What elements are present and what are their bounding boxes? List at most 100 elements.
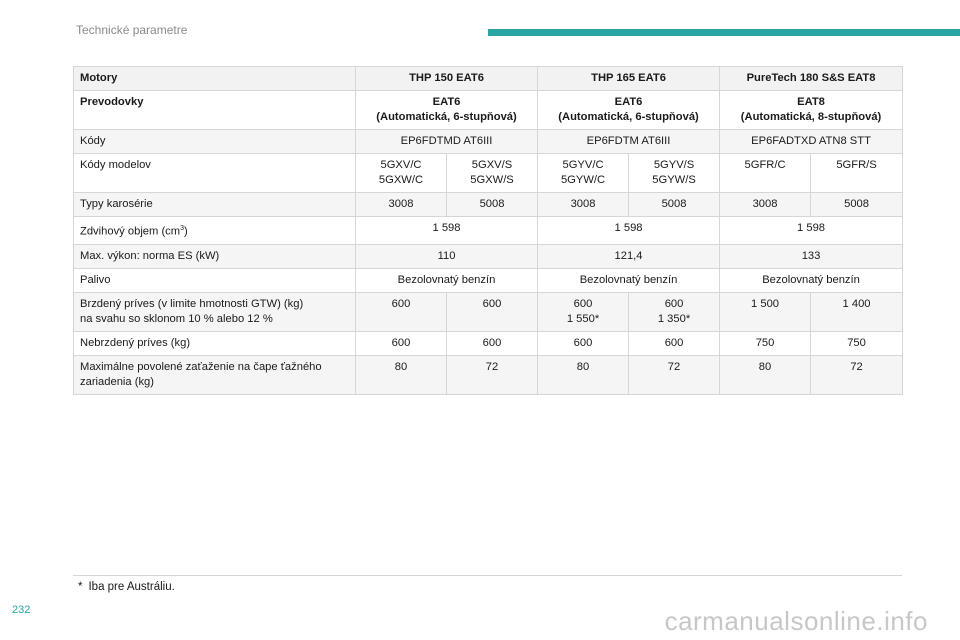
row-max-zatazenie: Maximálne povolené zaťaženie na čape ťaž… bbox=[73, 354, 904, 395]
row-label-line: Brzdený príves (v limite hmotnosti GTW) … bbox=[80, 297, 304, 310]
unbraked-trailer-2: 600 bbox=[445, 330, 539, 356]
braked-trailer-2: 600 bbox=[445, 291, 539, 332]
body-type-3: 3008 bbox=[537, 192, 630, 217]
watermark: carmanualsonline.info bbox=[664, 606, 928, 636]
engine-1: THP 150 EAT6 bbox=[354, 66, 539, 91]
model-code-line: 5GYV/C bbox=[562, 159, 604, 171]
model-code-line: 5GYW/S bbox=[652, 174, 696, 186]
row-max-vykon: Max. výkon: norma ES (kW) 110 121,4 133 bbox=[73, 243, 904, 269]
braked-trailer-line: 1 350* bbox=[657, 312, 691, 325]
footnote-mark: * bbox=[78, 581, 83, 593]
towball-load-6: 72 bbox=[810, 354, 904, 395]
braked-trailer-line: 600 bbox=[573, 297, 593, 310]
gearbox-2-desc: (Automatická, 6-stupňová) bbox=[558, 111, 699, 123]
specs-table: Motory THP 150 EAT6 THP 165 EAT6 PureTec… bbox=[73, 66, 904, 395]
gearbox-3-desc: (Automatická, 8-stupňová) bbox=[740, 111, 882, 123]
body-type-5: 3008 bbox=[719, 192, 812, 217]
model-code-5: 5GFR/C bbox=[719, 153, 812, 193]
header-accent-bar bbox=[488, 29, 960, 36]
row-label: Max. výkon: norma ES (kW) bbox=[73, 243, 356, 269]
gearbox-1: EAT6 (Automatická, 6-stupňová) bbox=[354, 90, 539, 130]
power-2: 121,4 bbox=[537, 243, 721, 269]
towball-load-1: 80 bbox=[355, 354, 447, 395]
model-code-line: 5GXW/C bbox=[378, 174, 424, 186]
row-brzdeny-prives: Brzdený príves (v limite hmotnosti GTW) … bbox=[73, 291, 904, 332]
gearbox-3: EAT8 (Automatická, 8-stupňová) bbox=[719, 90, 904, 130]
row-prevodovky: Prevodovky EAT6 (Automatická, 6-stupňová)… bbox=[73, 90, 904, 130]
row-label: Brzdený príves (v limite hmotnosti GTW) … bbox=[73, 291, 356, 332]
row-nebrzdeny-prives: Nebrzdený príves (kg) 600 600 600 600 75… bbox=[73, 330, 904, 356]
displacement-2: 1 598 bbox=[537, 216, 721, 245]
displacement-1: 1 598 bbox=[354, 216, 539, 245]
row-label: Kódy bbox=[73, 129, 356, 154]
model-code-line: 5GYW/C bbox=[560, 174, 606, 186]
code-3: EP6FADTXD ATN8 STT bbox=[719, 129, 904, 154]
row-label-line: zariadenia (kg) bbox=[80, 375, 154, 388]
body-type-4: 5008 bbox=[628, 192, 721, 217]
braked-trailer-line: 1 550* bbox=[566, 312, 600, 325]
unbraked-trailer-5: 750 bbox=[719, 330, 812, 356]
model-code-3: 5GYV/C 5GYW/C bbox=[537, 153, 630, 193]
gearbox-1-desc: (Automatická, 6-stupňová) bbox=[376, 111, 517, 123]
body-type-2: 5008 bbox=[445, 192, 539, 217]
engine-3: PureTech 180 S&S EAT8 bbox=[719, 66, 904, 91]
model-code-1: 5GXV/C 5GXW/C bbox=[355, 153, 447, 193]
braked-trailer-1: 600 bbox=[355, 291, 447, 332]
towball-load-5: 80 bbox=[719, 354, 812, 395]
towball-load-2: 72 bbox=[445, 354, 539, 395]
braked-trailer-4: 600 1 350* bbox=[628, 291, 721, 332]
row-label: Motory bbox=[73, 66, 356, 91]
braked-trailer-5: 1 500 bbox=[719, 291, 812, 332]
row-label-line: Maximálne povolené zaťaženie na čape ťaž… bbox=[80, 360, 322, 373]
page-number: 232 bbox=[12, 604, 31, 616]
footnote-text: Iba pre Austráliu. bbox=[88, 581, 175, 593]
footnote: * Iba pre Austráliu. bbox=[78, 581, 175, 593]
model-code-line: 5GYV/S bbox=[653, 159, 695, 171]
braked-trailer-6: 1 400 bbox=[810, 291, 904, 332]
row-zdvihovy-objem: Zdvihový objem (cm3) 1 598 1 598 1 598 bbox=[73, 216, 904, 245]
row-label: Palivo bbox=[73, 267, 356, 293]
row-label: Zdvihový objem (cm3) bbox=[73, 216, 356, 245]
model-code-4: 5GYV/S 5GYW/S bbox=[628, 153, 721, 193]
row-label: Nebrzdený príves (kg) bbox=[73, 330, 356, 356]
unbraked-trailer-1: 600 bbox=[355, 330, 447, 356]
model-code-line: 5GXV/S bbox=[471, 159, 513, 171]
gearbox-2-name: EAT6 bbox=[614, 96, 643, 108]
gearbox-1-name: EAT6 bbox=[432, 96, 461, 108]
braked-trailer-3: 600 1 550* bbox=[537, 291, 630, 332]
gearbox-3-name: EAT8 bbox=[797, 96, 825, 108]
unbraked-trailer-3: 600 bbox=[537, 330, 630, 356]
displacement-3: 1 598 bbox=[719, 216, 904, 245]
gearbox-2: EAT6 (Automatická, 6-stupňová) bbox=[537, 90, 721, 130]
model-code-6: 5GFR/S bbox=[810, 153, 904, 193]
row-label: Prevodovky bbox=[73, 90, 356, 130]
row-label-sup: 3 bbox=[180, 225, 184, 232]
unbraked-trailer-6: 750 bbox=[810, 330, 904, 356]
row-label-line: na svahu so sklonom 10 % alebo 12 % bbox=[80, 312, 273, 325]
model-code-2: 5GXV/S 5GXW/S bbox=[445, 153, 539, 193]
row-palivo: Palivo Bezolovnatý benzín Bezolovnatý be… bbox=[73, 267, 904, 293]
row-label-suffix: ) bbox=[184, 225, 188, 238]
code-2: EP6FDTM AT6III bbox=[537, 129, 721, 154]
fuel-2: Bezolovnatý benzín bbox=[537, 267, 721, 293]
footnote-divider bbox=[73, 575, 902, 576]
section-title: Technické parametre bbox=[76, 23, 188, 37]
fuel-1: Bezolovnatý benzín bbox=[354, 267, 539, 293]
power-3: 133 bbox=[719, 243, 904, 269]
engine-2: THP 165 EAT6 bbox=[537, 66, 721, 91]
row-label: Maximálne povolené zaťaženie na čape ťaž… bbox=[73, 354, 356, 395]
body-type-6: 5008 bbox=[810, 192, 904, 217]
row-label-text: Zdvihový objem (cm bbox=[80, 225, 181, 238]
row-kody-modelov: Kódy modelov 5GXV/C 5GXW/C 5GXV/S 5GXW/S 5… bbox=[73, 153, 904, 193]
row-kody: Kódy EP6FDTMD AT6III EP6FDTM AT6III EP6F… bbox=[73, 129, 904, 154]
model-code-line: 5GXV/C bbox=[380, 159, 422, 171]
code-1: EP6FDTMD AT6III bbox=[354, 129, 539, 154]
row-typy-karoserie: Typy karosérie 3008 5008 3008 5008 3008 … bbox=[73, 192, 904, 217]
row-label: Typy karosérie bbox=[73, 192, 356, 217]
model-code-line: 5GXW/S bbox=[470, 174, 514, 186]
power-1: 110 bbox=[354, 243, 539, 269]
row-label: Kódy modelov bbox=[73, 153, 356, 193]
fuel-3: Bezolovnatý benzín bbox=[719, 267, 904, 293]
braked-trailer-line: 600 bbox=[664, 297, 684, 310]
row-motory: Motory THP 150 EAT6 THP 165 EAT6 PureTec… bbox=[73, 66, 904, 91]
